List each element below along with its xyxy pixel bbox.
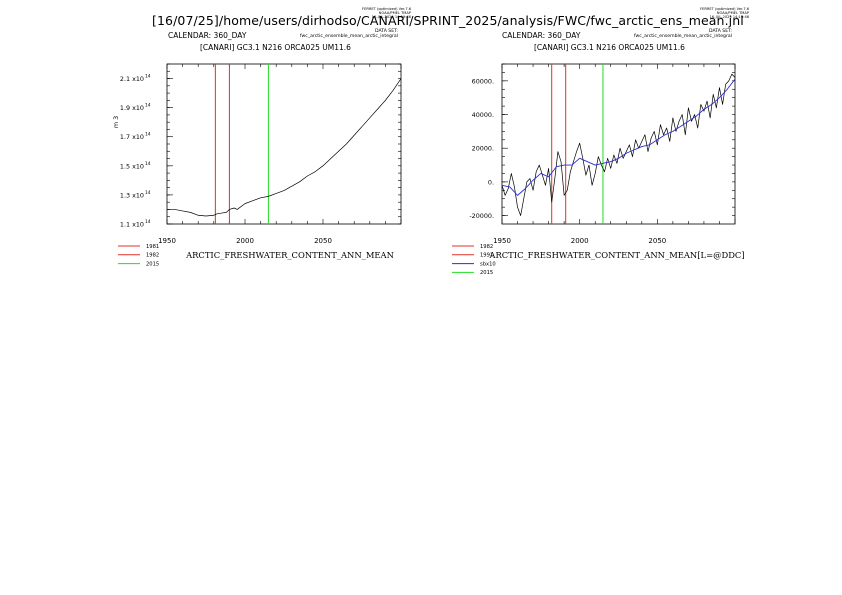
y-tick-exponent: 14 [145,190,151,196]
x-tick-label: 2000 [571,237,589,245]
dataset-heading: DATA SET: [709,29,732,34]
stamp-line-3: 16-JUL-2025 14:19:46 [371,15,412,20]
series-line-sbx10 [501,78,736,196]
plot-frame [166,63,402,225]
stamp-line-1: FERRET (optimized) Ver.7.6 [700,7,750,11]
legend-label: 2015 [146,261,159,267]
dataset-name: fwc_arctic_ensemble_mean_arctic_integral [300,34,398,40]
page-title: [16/07/25]/home/users/dirhodso/CANARI/SP… [152,13,744,28]
stamp-line-1: FERRET (optimized) Ver.7.6 [362,7,412,11]
dataset-name: fwc_arctic_ensemble_mean_arctic_integral [634,34,732,40]
y-tick-label: 0. [488,178,494,186]
y-tick-exponent: 14 [145,132,151,138]
ferret-stamp-left: FERRET (optimized) Ver.7.6 NOAA/PMEL TMA… [362,7,411,20]
y-tick-label: 1.9 x10 [120,104,144,112]
y-tick-label: 1.3 x10 [120,191,144,199]
x-axis-title: ARCTIC_FRESHWATER_CONTENT_ANN_MEAN[L=@DD… [488,250,744,261]
y-tick-exponent: 14 [145,219,151,225]
legend-label: 1982 [480,244,493,250]
legend-label: 1981 [146,244,159,250]
y-tick-label: 2.1 x10 [120,75,144,83]
y-axis-label: m 3 [112,116,120,128]
panel-subtitle-right: [CANARI] GC3.1 N216 ORCA025 UM11.6 [534,43,685,52]
panel-subtitle-left: [CANARI] GC3.1 N216 ORCA025 UM11.6 [200,43,351,52]
y-tick-exponent: 14 [145,161,151,167]
calendar-label-left: CALENDAR: 360_DAY [168,31,247,40]
y-tick-label: 1.5 x10 [120,162,144,170]
legend-label: sbx10 [480,261,496,267]
dataset-heading: DATA SET: [375,29,398,34]
x-tick-label: 2050 [648,237,666,245]
x-axis-title: ARCTIC_FRESHWATER_CONTENT_ANN_MEAN [185,250,394,261]
ferret-stamp-right: FERRET (optimized) Ver.7.6 NOAA/PMEL TMA… [700,7,749,20]
stamp-line-3: 16-JUL-2025 14:19:46 [709,15,750,20]
x-tick-label: 1950 [493,237,511,245]
y-tick-label: -20000. [469,212,494,220]
stamp-line-2: NOAA/PMEL TMAP [716,11,750,16]
x-tick-label: 2050 [314,237,332,245]
legend-label: 1991 [480,253,493,259]
y-tick-label: 60000. [472,77,494,85]
plot-frame [501,63,736,225]
calendar-label-right: CALENDAR: 360_DAY [502,31,581,40]
x-tick-label: 1950 [158,237,176,245]
series-line-series-1 [501,73,736,216]
y-tick-label: 1.1 x10 [120,221,144,229]
legend-label: 1982 [146,253,159,259]
y-tick-label: 40000. [472,111,494,119]
x-tick-label: 2000 [236,237,254,245]
series-line-series-1 [167,78,402,217]
y-tick-label: 20000. [472,145,494,153]
chart-panel-2: 1950 2000 2050 -20000. 0. 20000. 40000. 60000. A… [452,63,745,276]
y-tick-label: 1.7 x10 [120,133,144,141]
dataset-label-right: DATA SET: fwc_arctic_ensemble_mean_arcti… [634,29,732,40]
y-tick-exponent: 14 [145,74,151,80]
stamp-line-2: NOAA/PMEL TMAP [378,11,412,16]
dataset-label-left: DATA SET: fwc_arctic_ensemble_mean_arcti… [300,29,398,40]
y-tick-exponent: 14 [145,103,151,109]
legend-label: 2015 [480,270,493,276]
